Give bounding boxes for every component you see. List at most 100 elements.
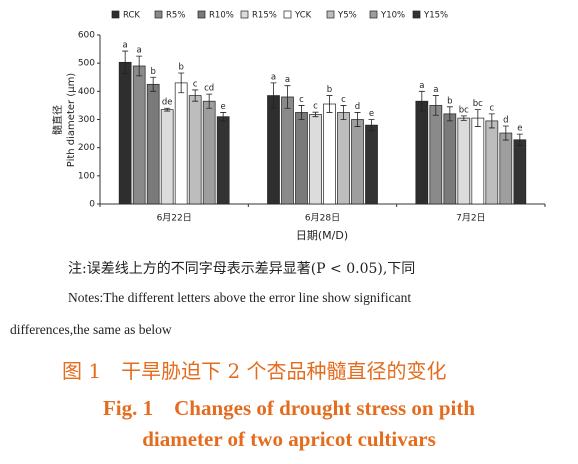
- x-label: 日期(M/D): [296, 229, 348, 242]
- significance-letter: b: [150, 67, 155, 77]
- error-bar: [192, 89, 199, 102]
- y-label: Pith diameter (μm): [66, 73, 77, 168]
- y-tick-label: 0: [89, 200, 95, 210]
- y-tick-label: 500: [78, 59, 95, 69]
- bar: [202, 100, 216, 205]
- legend-label: YCK: [294, 11, 312, 21]
- bar: [267, 95, 280, 205]
- significance-letter: c: [341, 95, 346, 105]
- error-bar: [474, 109, 481, 127]
- significance-letter: bc: [473, 99, 483, 109]
- error-bar: [368, 119, 375, 132]
- error-bar: [432, 95, 439, 116]
- significance-letter: de: [162, 98, 173, 108]
- y-tick-label: 600: [78, 31, 95, 41]
- legend-label: Y5%: [337, 11, 357, 21]
- error-bar: [354, 112, 361, 127]
- error-bar: [178, 72, 185, 94]
- bar: [415, 100, 429, 205]
- error-bar: [220, 112, 227, 122]
- significance-letter: c: [299, 95, 304, 105]
- legend-label: Y10%: [380, 11, 405, 21]
- error-bar: [206, 93, 213, 109]
- significance-letter: c: [489, 103, 494, 113]
- bar: [485, 120, 499, 205]
- significance-letter: e: [221, 102, 226, 112]
- bar: [146, 83, 160, 205]
- error-bar: [312, 111, 319, 118]
- bar: [174, 82, 188, 205]
- legend-label: RCK: [123, 11, 140, 21]
- legend-label: R5%: [166, 11, 185, 21]
- error-bar: [326, 95, 333, 113]
- bar: [118, 61, 132, 205]
- legend-swatch: [111, 10, 120, 19]
- legend-swatch: [240, 10, 249, 19]
- significance-letter: a: [271, 72, 276, 82]
- y-tick-label: 400: [78, 87, 95, 97]
- bar: [457, 117, 471, 205]
- significance-letter: c: [313, 102, 318, 112]
- significance-letter: b: [447, 96, 452, 106]
- legend-label: Y15%: [423, 11, 448, 21]
- legend-swatch: [369, 10, 378, 19]
- error-bar: [446, 106, 453, 122]
- figure-title-en: diameter of two apricot cultivars: [142, 427, 436, 451]
- x-tick-label: 7月2日: [456, 213, 485, 224]
- significance-letter: cd: [204, 84, 214, 94]
- bar: [429, 105, 443, 205]
- bar: [160, 109, 174, 205]
- legend-label: R15%: [252, 11, 277, 21]
- bar: [216, 116, 230, 205]
- error-bar: [488, 113, 495, 129]
- bar: [295, 112, 308, 205]
- significance-letter: a: [285, 75, 290, 85]
- y-tick-label: 100: [78, 171, 95, 181]
- bar: [351, 119, 364, 205]
- bar: [443, 113, 457, 205]
- figure-title-cn: 图 1 干旱胁迫下 2 个杏品种髓直径的变化: [62, 359, 447, 383]
- significance-letter: a: [433, 85, 438, 95]
- x-tick-label: 6月22日: [157, 213, 192, 224]
- legend-swatch: [197, 10, 206, 19]
- error-bar: [136, 55, 143, 77]
- legend-label: R10%: [209, 11, 234, 21]
- y-label-cn: 髓直径: [51, 105, 64, 135]
- significance-letter: d: [355, 102, 360, 112]
- significance-letter: a: [419, 81, 424, 91]
- y-tick-label: 200: [78, 143, 95, 153]
- bar: [309, 114, 322, 205]
- bar: [365, 124, 378, 205]
- note-cn: 注:误差线上方的不同字母表示差异显著(P < 0.05),下同: [68, 261, 416, 277]
- error-bar: [340, 105, 347, 120]
- note-en: differences,the same as below: [10, 322, 172, 337]
- significance-letter: d: [503, 115, 508, 125]
- error-bar: [284, 85, 291, 109]
- bar: [337, 112, 350, 205]
- legend-swatch: [326, 10, 335, 19]
- legend-swatch: [154, 10, 163, 19]
- error-bar: [164, 107, 171, 112]
- error-bar: [502, 125, 509, 141]
- significance-letter: e: [369, 109, 374, 119]
- significance-letter: bc: [459, 105, 469, 115]
- significance-letter: a: [137, 46, 142, 56]
- significance-letter: a: [123, 41, 128, 51]
- x-tick-label: 6月28日: [305, 213, 340, 224]
- significance-letter: b: [178, 63, 183, 73]
- significance-letter: b: [327, 85, 332, 95]
- figure-title-en: Fig. 1 Changes of drought stress on pith: [102, 396, 476, 420]
- error-bar: [298, 105, 305, 120]
- error-bar: [270, 82, 277, 109]
- bar: [471, 117, 485, 205]
- note-en: Notes:The different letters above the er…: [68, 290, 412, 305]
- chart: 髓直径 Pith diameter (μm) 日期(M/D) 0 100 200 30…: [51, 10, 546, 242]
- y-tick-label: 300: [78, 115, 95, 125]
- significance-letter: e: [517, 124, 522, 134]
- error-bar: [122, 50, 129, 74]
- bar: [188, 95, 202, 205]
- error-bar: [418, 90, 425, 112]
- error-bar: [516, 133, 523, 146]
- bar: [499, 132, 513, 205]
